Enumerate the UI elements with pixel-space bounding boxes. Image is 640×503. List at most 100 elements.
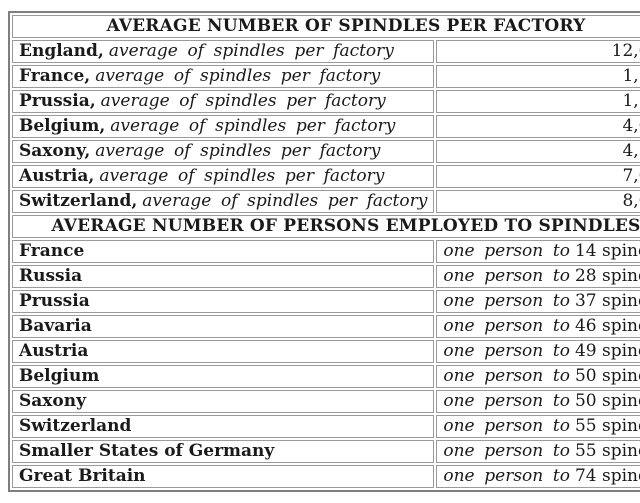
country-name: Prussia — [19, 291, 90, 311]
ratio-prefix: one person to — [443, 341, 570, 361]
country-name: Saxony — [19, 391, 87, 411]
ratio-amount: 55 spindles — [574, 416, 640, 436]
country-cell: Belgium, average of spindles per factory — [12, 115, 435, 138]
country-cell: Smaller States of Germany — [12, 440, 435, 463]
ratio-prefix: one person to — [443, 316, 570, 336]
country-name: France, — [19, 66, 91, 86]
table-row: Switzerland, average of spindles per fact… — [12, 190, 640, 213]
ratio-amount: 14 spindles — [574, 241, 640, 261]
country-name: Switzerland — [19, 416, 132, 436]
country-name: Russia — [19, 266, 83, 286]
country-cell: Saxony, average of spindles per factory — [12, 140, 435, 163]
value-cell: 1,500 — [436, 65, 640, 88]
country-cell: Austria — [12, 340, 435, 363]
country-cell: Switzerland — [12, 415, 435, 438]
country-name: Switzerland, — [19, 191, 138, 211]
ratio-prefix: one person to — [443, 391, 570, 411]
country-name: Smaller States of Germany — [19, 441, 275, 461]
row-description: average of spindles per factory — [108, 41, 394, 61]
table-row: Smaller States of Germany one person to 5… — [12, 440, 640, 463]
ratio-prefix: one person to — [443, 366, 570, 386]
country-name: England, — [19, 41, 104, 61]
table-row: Belgium, average of spindles per factory … — [12, 115, 640, 138]
country-name: Saxony, — [19, 141, 91, 161]
page: AVERAGE NUMBER OF SPINDLES PER FACTORY E… — [8, 11, 640, 492]
value-cell: 7,000 — [436, 165, 640, 188]
value-cell: 4,000 — [436, 115, 640, 138]
country-cell: Prussia — [12, 290, 435, 313]
country-cell: Saxony — [12, 390, 435, 413]
ratio-amount: 49 spindles — [574, 341, 640, 361]
row-description: average of spindles per factory — [110, 116, 396, 136]
country-name: Great Britain — [19, 466, 146, 486]
country-cell: Switzerland, average of spindles per fact… — [12, 190, 435, 213]
country-name: Prussia, — [19, 91, 96, 111]
ratio-amount: 28 spindles — [574, 266, 640, 286]
country-cell: Great Britain — [12, 465, 435, 488]
spindles-table: AVERAGE NUMBER OF SPINDLES PER FACTORY E… — [8, 11, 640, 492]
ratio-amount: 74 spindles — [574, 466, 640, 486]
country-name: Belgium — [19, 366, 100, 386]
ratio-prefix: one person to — [443, 416, 570, 436]
ratio-amount: 55 spindles — [574, 441, 640, 461]
table-row: AVERAGE NUMBER OF SPINDLES PER FACTORY — [12, 15, 640, 38]
value-cell: 8,000 — [436, 190, 640, 213]
section2-header: AVERAGE NUMBER OF PERSONS EMPLOYED TO SP… — [12, 215, 640, 238]
table-row: AVERAGE NUMBER OF PERSONS EMPLOYED TO SP… — [12, 215, 640, 238]
table-row: Austria, average of spindles per factory … — [12, 165, 640, 188]
country-name: Austria — [19, 341, 89, 361]
country-cell: Prussia, average of spindles per factory — [12, 90, 435, 113]
table-row: Saxony, average of spindles per factory 4… — [12, 140, 640, 163]
ratio-amount: 37 spindles — [574, 291, 640, 311]
country-cell: Russia — [12, 265, 435, 288]
country-cell: France, average of spindles per factory — [12, 65, 435, 88]
ratio-prefix: one person to — [443, 241, 570, 261]
value-cell: 12,600 — [436, 40, 640, 63]
country-cell: Belgium — [12, 365, 435, 388]
ratio-prefix: one person to — [443, 441, 570, 461]
ratio-amount: 50 spindles — [574, 391, 640, 411]
country-name: Belgium, — [19, 116, 106, 136]
row-description: average of spindles per factory — [95, 66, 381, 86]
section1-header: AVERAGE NUMBER OF SPINDLES PER FACTORY — [12, 15, 640, 38]
row-description: average of spindles per factory — [95, 141, 381, 161]
row-description: average of spindles per factory — [99, 166, 385, 186]
ratio-prefix: one person to — [443, 291, 570, 311]
ratio-prefix: one person to — [443, 266, 570, 286]
ratio-amount: 50 spindles — [574, 366, 640, 386]
country-name: Austria, — [19, 166, 95, 186]
country-name: France — [19, 241, 85, 261]
row-description: average of spindles per factory — [100, 91, 386, 111]
row-description: average of spindles per factory — [142, 191, 428, 211]
value-cell: 4,500 — [436, 140, 640, 163]
table-row: France, average of spindles per factory 1… — [12, 65, 640, 88]
ratio-prefix: one person to — [443, 466, 570, 486]
country-cell: France — [12, 240, 435, 263]
table-row: Prussia, average of spindles per factory … — [12, 90, 640, 113]
table-row: England, average of spindles per factory … — [12, 40, 640, 63]
country-cell: Bavaria — [12, 315, 435, 338]
country-cell: Austria, average of spindles per factory — [12, 165, 435, 188]
country-cell: England, average of spindles per factory — [12, 40, 435, 63]
country-name: Bavaria — [19, 316, 92, 336]
value-cell: 1,500 — [436, 90, 640, 113]
